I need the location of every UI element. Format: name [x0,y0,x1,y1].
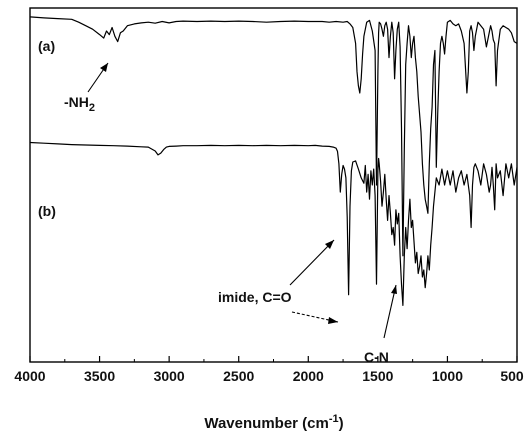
imide-arrow-2 [291,311,339,323]
nh2-label: -NH2 [64,94,95,114]
imide-label: imide, C=O [218,289,292,305]
x-tick-label-3000: 3000 [154,368,185,384]
x-axis: 4000 3500 3000 2500 2000 1500 1000 500 [14,356,524,384]
x-axis-title: Wavenumber (cm-1) [204,413,343,432]
x-tick-label-500: 500 [500,368,524,384]
plot-frame [29,7,518,363]
series-a-spectrum [29,16,518,257]
series-a-label: (a) [38,38,55,54]
x-tick-label-4000: 4000 [14,368,45,384]
nh2-arrowhead [100,63,108,72]
imide-arrowhead-2 [328,317,338,324]
cn-arrowhead [391,285,397,294]
x-tick-label-1500: 1500 [362,368,393,384]
series-b-spectrum [29,141,518,306]
plot-area [29,7,518,363]
annotation-cn: C-N [364,284,397,365]
x-tick-label-3500: 3500 [84,368,115,384]
cn-arrow [383,284,397,339]
x-tick-label-1000: 1000 [432,368,463,384]
x-tick-label-2500: 2500 [223,368,254,384]
cn-label: C-N [364,349,389,365]
annotation-imide: imide, C=O [218,239,339,324]
annotation-nh2: -NH2 [64,62,109,114]
imide-arrowhead-1 [325,240,334,249]
series-b-label: (b) [38,203,56,219]
imide-arrow-1 [289,239,335,286]
x-tick-label-2000: 2000 [293,368,324,384]
